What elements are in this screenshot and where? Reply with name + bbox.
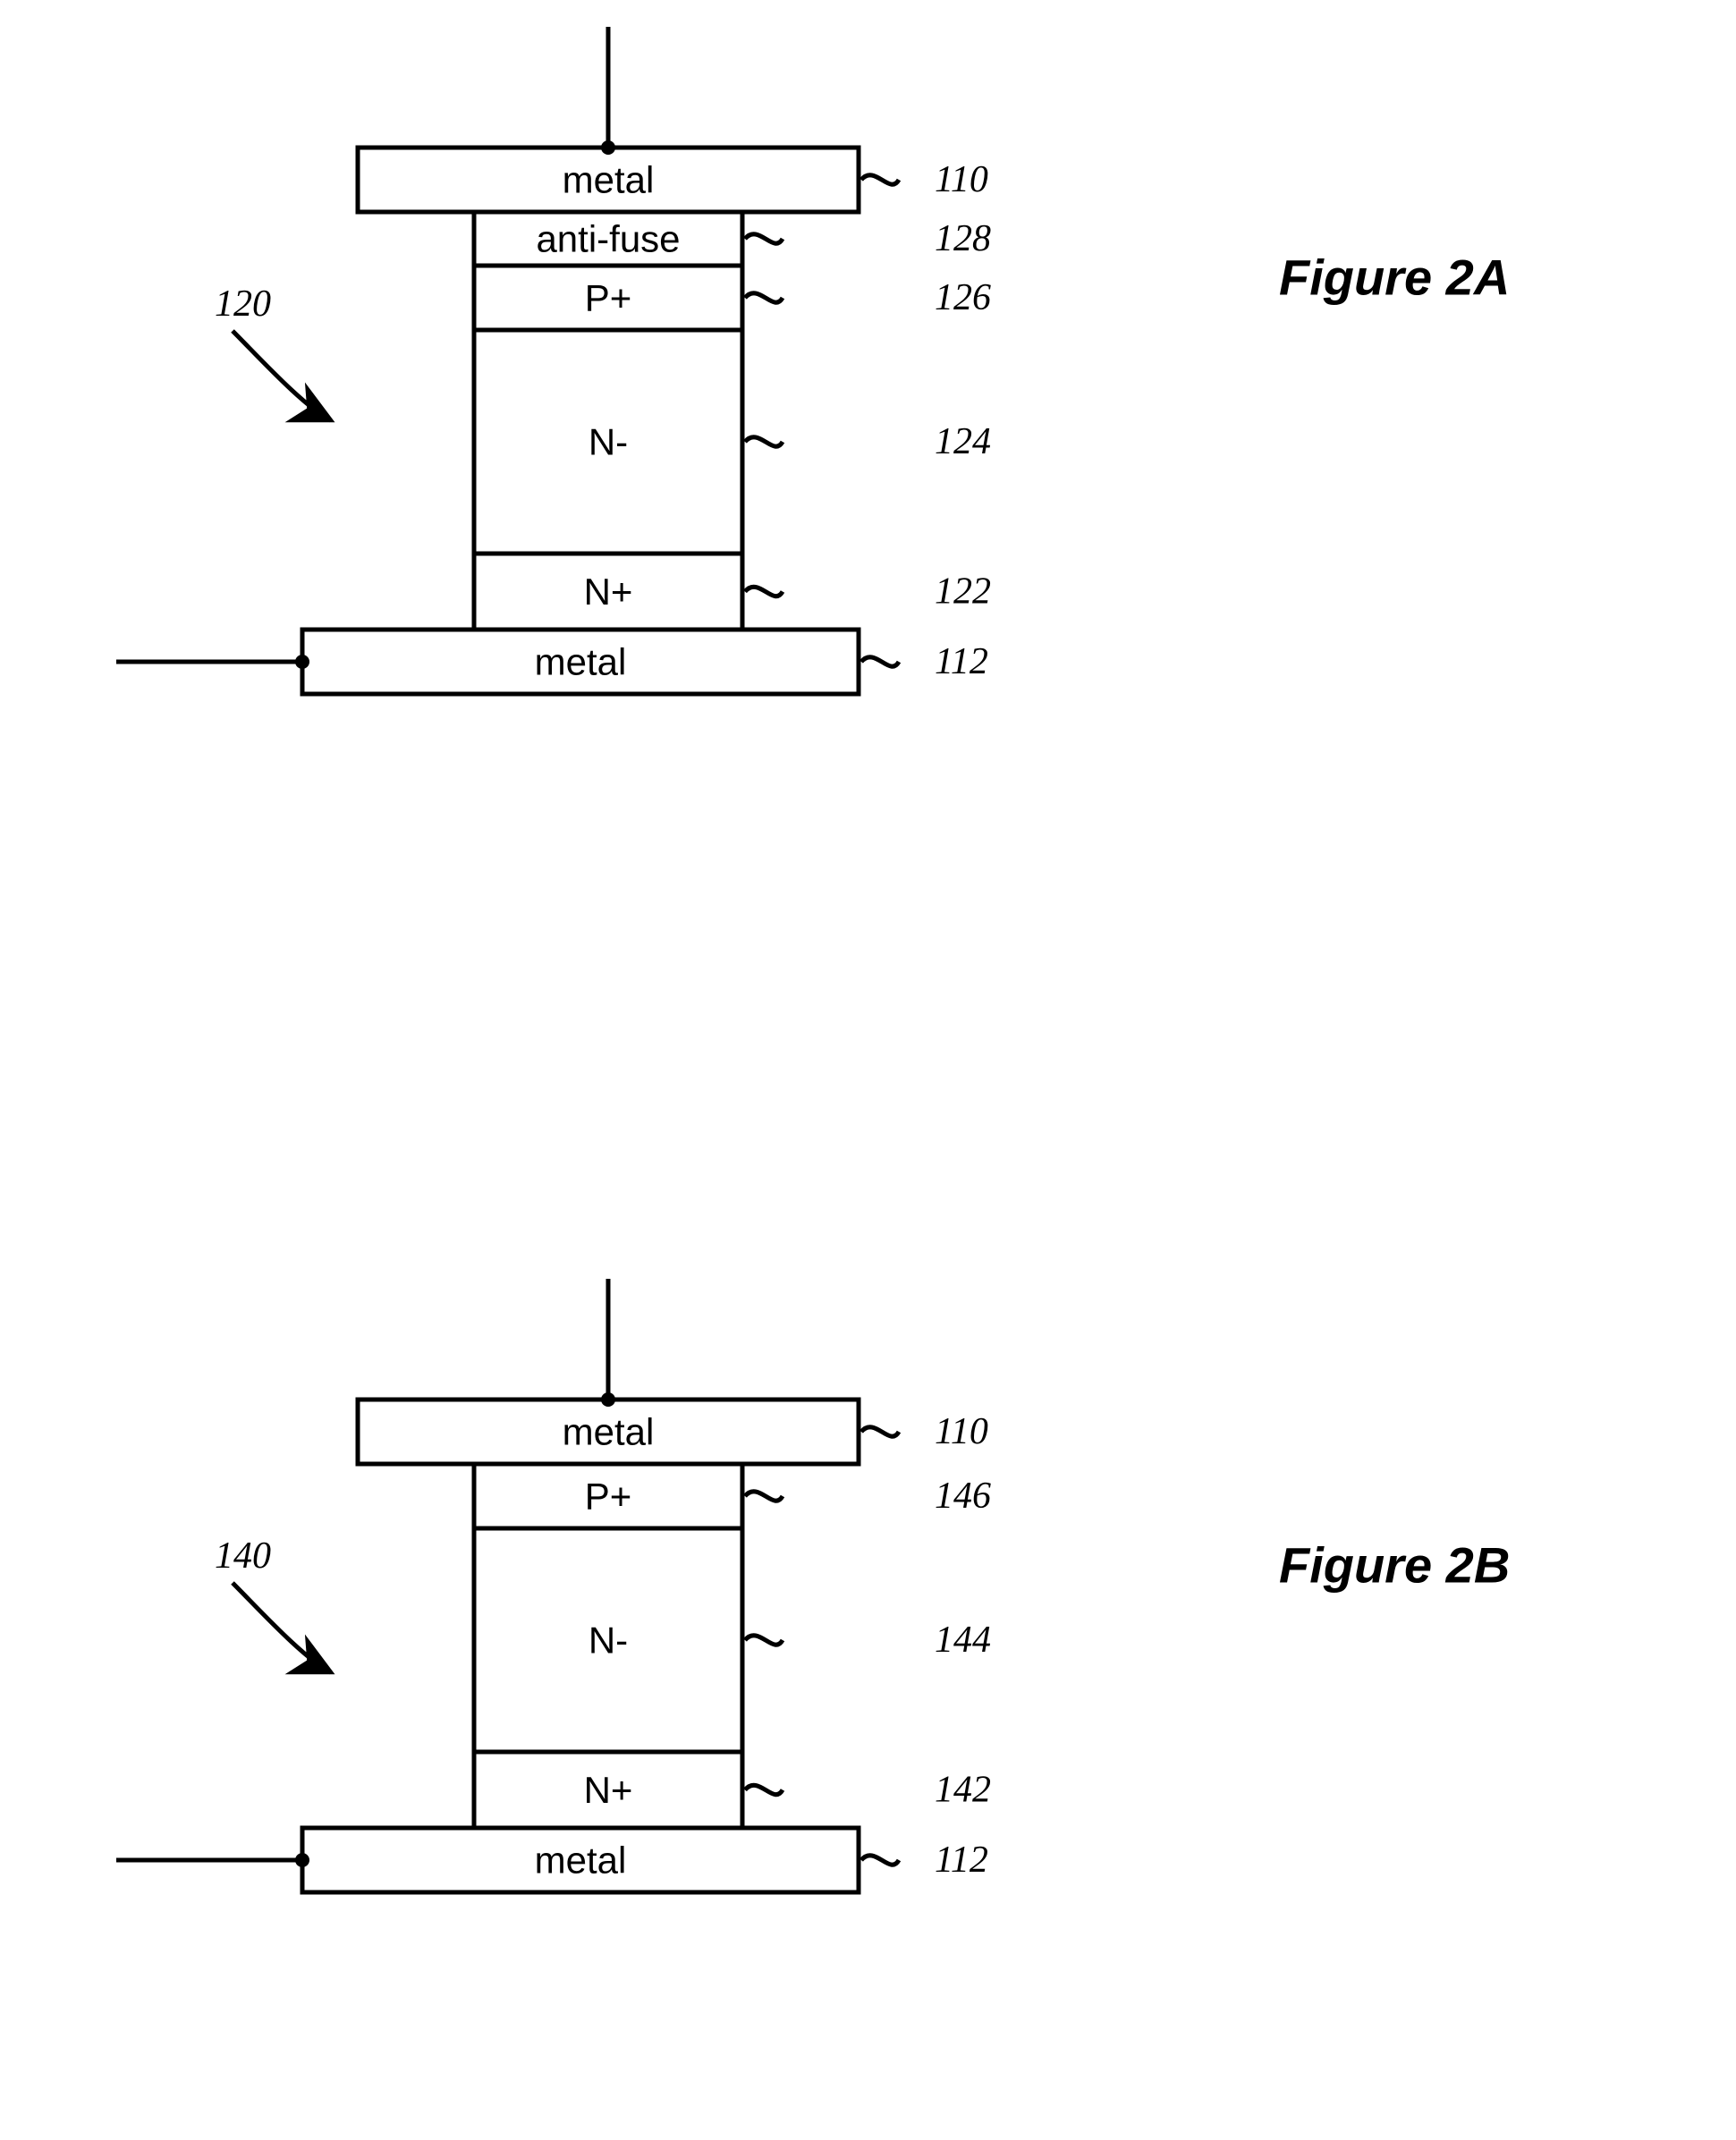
fig2b-layer-1-ref-lead xyxy=(745,1636,783,1645)
fig2a-bottom-metal-label: metal xyxy=(535,641,627,683)
fig2b-layer-1-ref: 144 xyxy=(935,1620,991,1661)
fig2a-layer-0-ref: 128 xyxy=(935,218,991,259)
fig2a-group-ref-label: 120 xyxy=(215,283,271,325)
fig2a-layer-2-ref-lead xyxy=(745,437,783,446)
fig2a-layer-2-label: N- xyxy=(589,421,628,463)
fig2b-layer-0-label: P+ xyxy=(585,1476,632,1518)
fig2b-top-metal-ref: 110 xyxy=(935,1411,988,1452)
fig2a-layer-0-ref-lead xyxy=(745,234,783,243)
fig2b-bottom-metal-ref-lead xyxy=(861,1856,899,1865)
fig2a-layer-1-label: P+ xyxy=(585,277,632,319)
fig2a-layer-3-ref-lead xyxy=(745,587,783,596)
fig2b-top-metal-ref-lead xyxy=(861,1427,899,1436)
fig2b-layer-2-ref-lead xyxy=(745,1785,783,1794)
fig2b-bottom-metal-label: metal xyxy=(535,1840,627,1882)
fig2a-title: Figure 2A xyxy=(1279,250,1510,306)
fig2a-top-metal-label: metal xyxy=(563,159,655,201)
diagram-canvas: Figure 2A metal 110 anti-fuse 128 P+ 126 N- 124 N… xyxy=(0,0,1736,2140)
fig2b-layer-1-label: N- xyxy=(589,1620,628,1662)
fig2a-layer-1-ref: 126 xyxy=(935,277,991,318)
fig2a-bottom-metal-ref-lead xyxy=(861,657,899,666)
fig2b-group-ref-arrow xyxy=(233,1583,331,1672)
fig2b-layer-2-label: N+ xyxy=(584,1769,633,1811)
fig2b-title: Figure 2B xyxy=(1279,1537,1510,1594)
fig2b-layer-0-ref: 146 xyxy=(935,1476,991,1517)
fig2b-top-metal-label: metal xyxy=(563,1411,655,1453)
fig2a-top-metal-ref: 110 xyxy=(935,159,988,200)
fig2a-bottom-metal-ref: 112 xyxy=(935,641,988,682)
fig2a-top-metal-ref-lead xyxy=(861,175,899,184)
fig2a-group-ref-arrow xyxy=(233,331,331,420)
fig2b-layer-0-ref-lead xyxy=(745,1492,783,1501)
fig2a-layer-1-ref-lead xyxy=(745,293,783,302)
fig2a-layer-3-label: N+ xyxy=(584,571,633,613)
fig2b-layer-2-ref: 142 xyxy=(935,1770,991,1811)
fig2b-group-ref-label: 140 xyxy=(215,1535,271,1577)
fig2a-layer-3-ref: 122 xyxy=(935,571,991,613)
fig2a-layer-0-label: anti-fuse xyxy=(536,218,680,260)
fig2b-bottom-metal-ref: 112 xyxy=(935,1840,988,1881)
fig2a-layer-2-ref: 124 xyxy=(935,421,991,462)
